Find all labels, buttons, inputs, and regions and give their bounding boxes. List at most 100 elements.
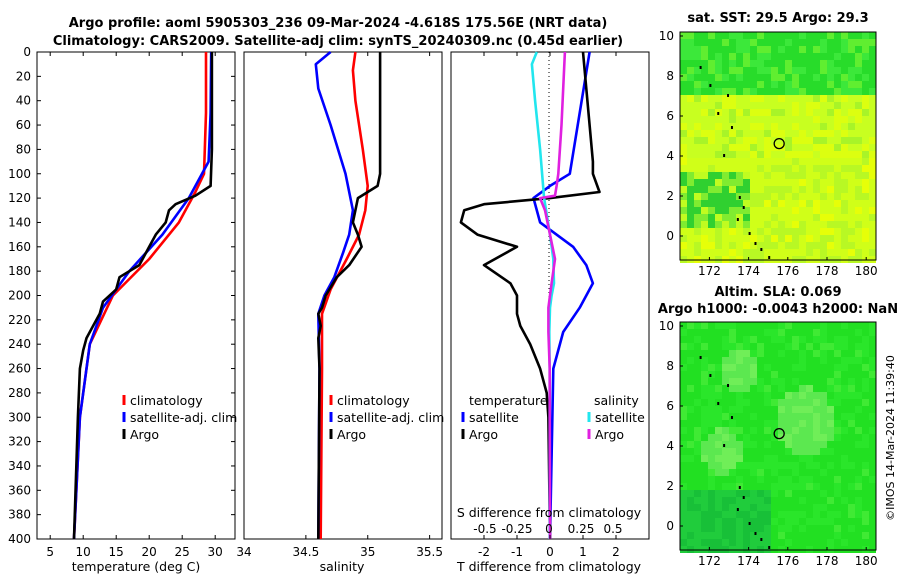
map-cell [806,343,813,350]
map-cell [708,469,715,476]
map-cell [862,228,869,235]
map-cell [680,123,687,130]
map-cell [680,74,687,81]
map-cell [715,343,722,350]
map-cell [771,448,778,455]
map-cell [694,39,701,46]
map-cell [764,95,771,102]
map-cell [708,172,715,179]
map-cell [778,511,785,518]
map-cell [827,207,834,214]
y-tick-label: 40 [16,94,31,108]
map-cell [764,221,771,228]
map-cell [750,462,757,469]
map-cell [827,60,834,67]
map-cell [736,200,743,207]
map-cell [764,137,771,144]
map-cell [869,151,876,158]
map-cell [848,399,855,406]
map-cell [771,200,778,207]
map-cell [827,46,834,53]
y-tick-label: 200 [8,289,31,303]
map-cell [841,249,848,256]
map-cell [820,39,827,46]
map-cell [799,322,806,329]
map-cell [848,144,855,151]
sst-map-frame [679,31,877,261]
map-cell [862,102,869,109]
map-cell [715,165,722,172]
map-cell [729,371,736,378]
map-cell [743,123,750,130]
map-cell [785,329,792,336]
map-cell [687,364,694,371]
map-cell [820,399,827,406]
map-cell [722,518,729,525]
map-cell [855,504,862,511]
map-cell [841,67,848,74]
map-cell [722,357,729,364]
map-cell [827,235,834,242]
map-cell [680,539,687,546]
map-cell [848,221,855,228]
y-tick-label: 140 [8,215,31,229]
map-cell [743,74,750,81]
map-cell [869,116,876,123]
map-cell [750,427,757,434]
map-cell [687,151,694,158]
map-cell [736,60,743,67]
map-cell [771,371,778,378]
map-cell [701,235,708,242]
map-cell [757,130,764,137]
map-cell [729,441,736,448]
map-cell [722,46,729,53]
map-cell [757,462,764,469]
map-cell [764,490,771,497]
map-cell [680,158,687,165]
map-cell [701,60,708,67]
map-cell [680,214,687,221]
map-cell [799,221,806,228]
map-cell [764,102,771,109]
map-cell [862,483,869,490]
map-cell [729,179,736,186]
map-cell [806,497,813,504]
map-cell [750,74,757,81]
map-cell [680,67,687,74]
map-cell [799,525,806,532]
map-cell [778,81,785,88]
map-cell [855,235,862,242]
map-cell [792,137,799,144]
map-cell [820,74,827,81]
map-cell [722,441,729,448]
map-cell [841,420,848,427]
map-cell [701,392,708,399]
map-cell [855,518,862,525]
map-cell [736,378,743,385]
map-cell [764,343,771,350]
legend-temp-satellite: satellite [469,410,519,425]
x-tick-label: 34.5 [293,545,320,559]
map-cell [764,249,771,256]
map-cell [799,434,806,441]
map-cell [785,102,792,109]
map-cell [834,235,841,242]
map-cell [785,490,792,497]
map-cell [722,130,729,137]
map-cell [799,532,806,539]
figure-title-line2: Climatology: CARS2009. Satellite-adj cli… [53,34,623,49]
y-tick-label: 0 [23,45,31,59]
map-cell [806,455,813,462]
map-cell [862,186,869,193]
map-cell [743,483,750,490]
map-cell [708,364,715,371]
map-cell [855,336,862,343]
y-tick-label: 320 [8,435,31,449]
map-cell [813,53,820,60]
map-cell [694,95,701,102]
map-cell [862,539,869,546]
map-cell [778,214,785,221]
map-cell [820,165,827,172]
map-cell [862,207,869,214]
map-cell [708,413,715,420]
